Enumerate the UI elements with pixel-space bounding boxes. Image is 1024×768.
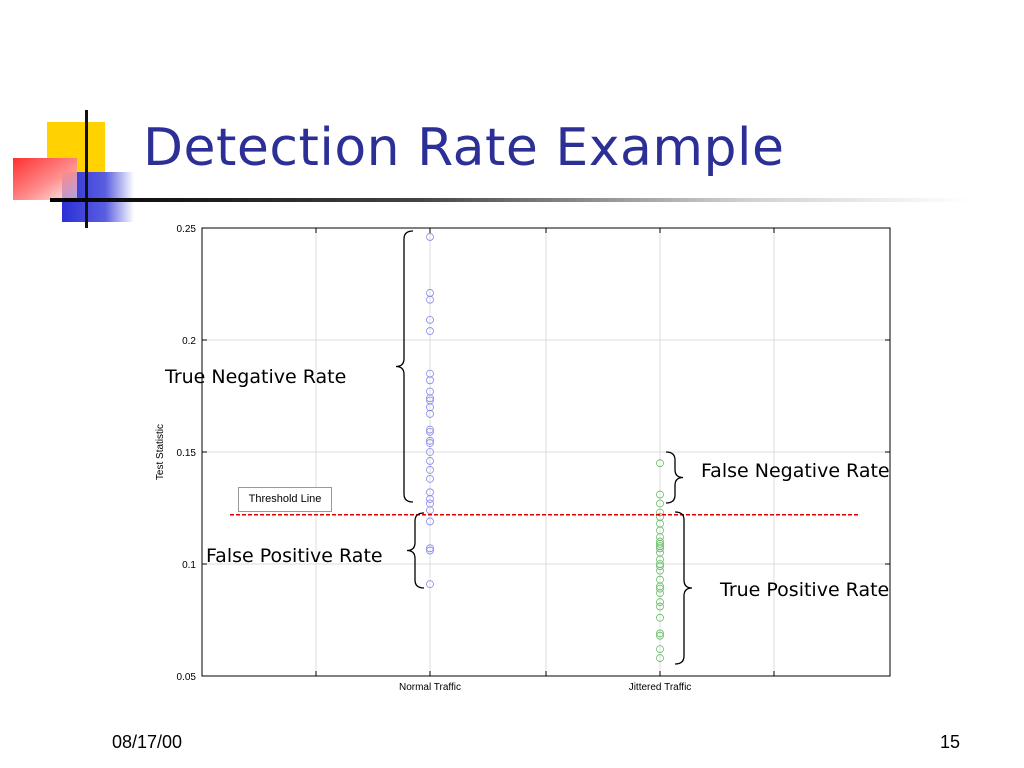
data-point: [426, 425, 434, 434]
data-point: [426, 427, 434, 436]
data-point: [426, 506, 434, 515]
data-point: [656, 654, 664, 662]
x-category-label: Normal Traffic: [399, 682, 461, 693]
x-category-label: Jittered Traffic: [629, 682, 692, 693]
data-point: [426, 544, 434, 553]
data-point: [426, 394, 434, 403]
y-tick-label: 0.2: [182, 336, 196, 347]
true-negative-brace: [395, 230, 414, 503]
threshold-legend-box: Threshold Line: [238, 487, 332, 512]
data-point: [656, 508, 664, 517]
slide-title: Detection Rate Example: [143, 118, 785, 178]
data-point: [426, 457, 434, 465]
y-tick-label: 0.25: [177, 224, 197, 235]
y-axis-label: Test Statistic: [155, 424, 166, 480]
data-point: [656, 459, 664, 468]
data-point: [426, 410, 434, 418]
data-point: [426, 315, 434, 324]
data-point: [426, 233, 434, 241]
true-positive-label: True Positive Rate: [720, 579, 890, 601]
title-rule: [50, 198, 970, 202]
data-point: [656, 539, 664, 548]
true-positive-brace: [674, 511, 693, 665]
data-point: [656, 544, 664, 553]
data-point: [656, 490, 664, 499]
data-point: [656, 562, 664, 571]
data-point: [656, 631, 664, 640]
data-point: [426, 580, 434, 589]
data-point: [426, 327, 434, 335]
data-point: [656, 598, 664, 606]
data-point: [656, 613, 664, 622]
data-point: [656, 566, 664, 575]
decor-vertical-line: [85, 110, 88, 228]
data-point: [426, 495, 434, 503]
data-point: [426, 474, 434, 483]
data-point: [656, 629, 664, 638]
data-point: [656, 602, 664, 611]
y-tick-label: 0.15: [177, 448, 197, 459]
footer-date: 08/17/00: [112, 732, 183, 752]
data-point: [426, 376, 434, 385]
data-point: [656, 499, 664, 508]
decor-red-square: [13, 158, 77, 200]
data-point: [426, 439, 434, 447]
data-point: [426, 295, 434, 304]
true-negative-label: True Negative Rate: [165, 366, 347, 388]
false-positive-label: False Positive Rate: [206, 545, 383, 567]
page-number: 15: [940, 732, 961, 752]
data-point: [656, 589, 664, 598]
data-point: [426, 546, 434, 555]
false-negative-brace: [665, 451, 684, 504]
data-point: [426, 448, 434, 456]
data-point: [656, 645, 664, 654]
y-tick-label: 0.1: [182, 560, 196, 571]
data-point: [426, 466, 434, 474]
false-negative-label: False Negative Rate: [701, 460, 890, 482]
data-point: [426, 517, 434, 526]
y-tick-label: 0.05: [177, 672, 197, 683]
data-point: [656, 584, 664, 593]
data-point: [426, 436, 434, 445]
false-positive-brace: [406, 512, 425, 589]
